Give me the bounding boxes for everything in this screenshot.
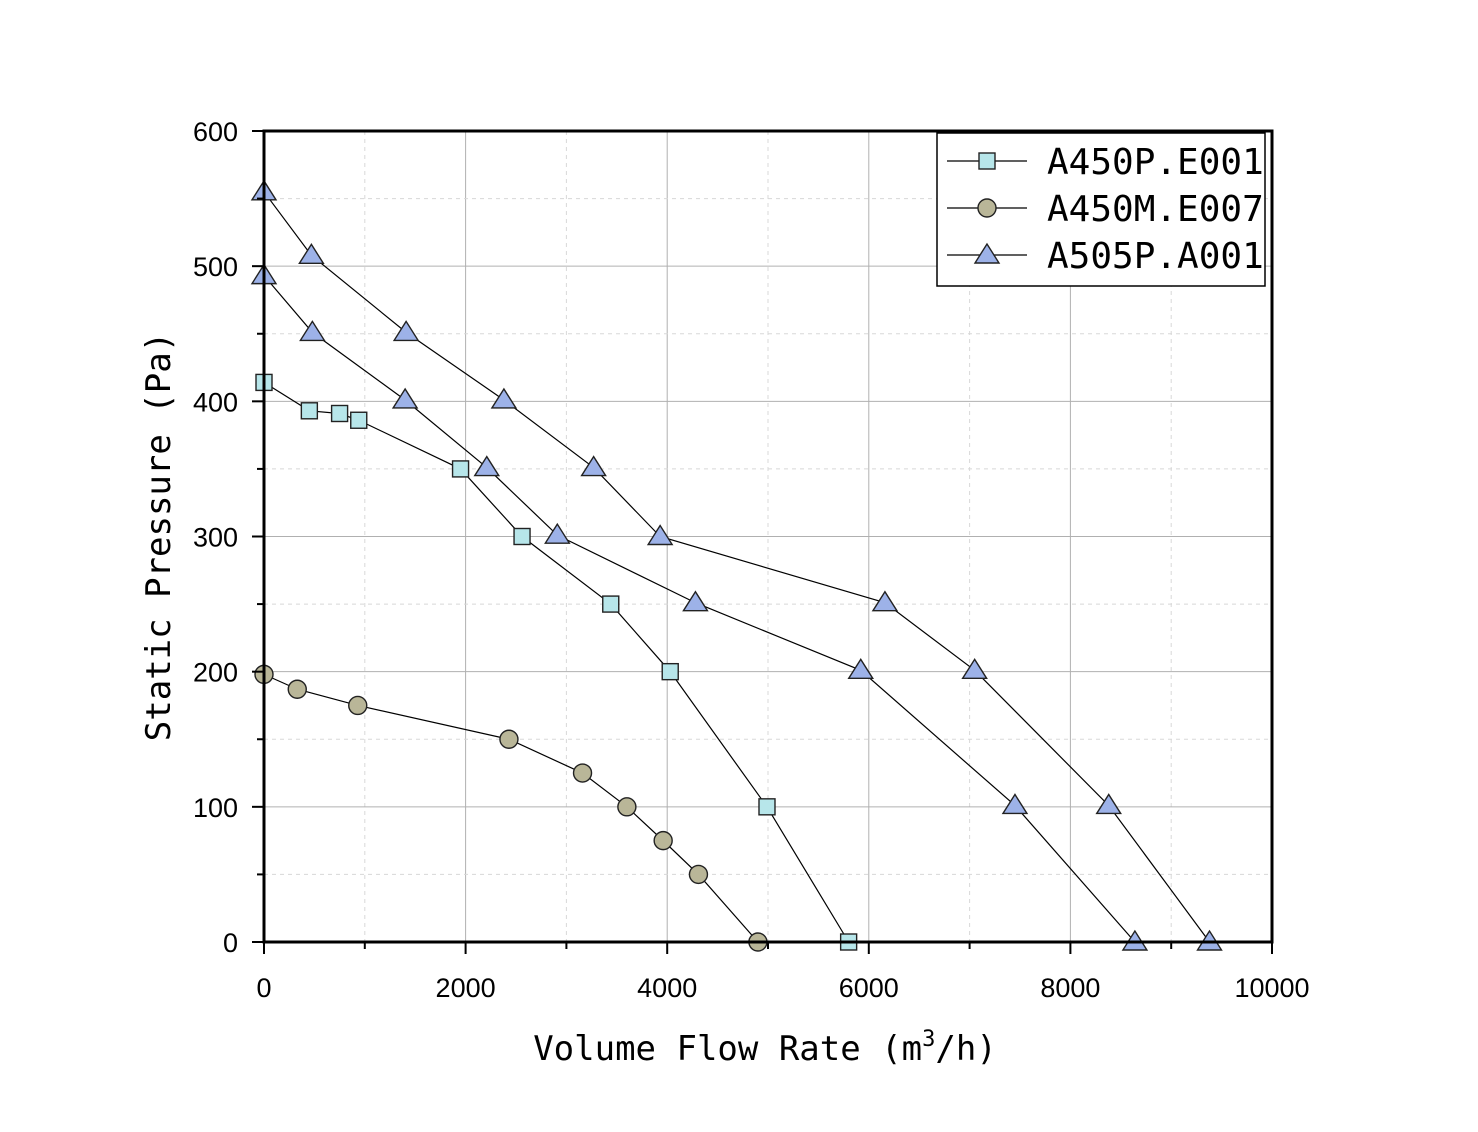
legend-item: A450P.E001 xyxy=(947,142,1264,183)
y-tick-label: 200 xyxy=(193,658,238,688)
x-tick-label: 8000 xyxy=(1040,973,1100,1003)
legend-item: A505P.A001 xyxy=(947,236,1264,277)
legend: A450P.E001 A450M.E007 A505P.A001 xyxy=(936,132,1266,287)
data-point xyxy=(617,797,637,817)
data-point xyxy=(490,387,518,409)
x-axis-title: Volume Flow Rate (m3/h) xyxy=(533,1027,997,1069)
data-point xyxy=(298,243,325,265)
x-axis-title-main: Volume Flow Rate (m xyxy=(533,1029,922,1069)
data-point xyxy=(473,455,501,477)
data-point xyxy=(544,522,571,544)
legend-label: A450P.E001 xyxy=(1047,142,1264,183)
series-line xyxy=(263,191,1210,943)
data-point xyxy=(287,679,307,699)
y-tick-label: 100 xyxy=(193,793,238,823)
data-point xyxy=(661,662,679,681)
data-point xyxy=(330,404,349,423)
data-point xyxy=(1095,793,1122,815)
data-point xyxy=(653,830,673,851)
data-point xyxy=(572,763,593,783)
series-line xyxy=(263,673,759,943)
x-tick-label: 0 xyxy=(256,973,271,1003)
data-point xyxy=(299,320,326,342)
y-tick-label: 500 xyxy=(193,252,238,282)
data-point xyxy=(513,527,531,546)
legend-label: A450M.E007 xyxy=(1047,189,1264,230)
data-point xyxy=(682,590,709,612)
y-tick-label: 600 xyxy=(193,117,238,147)
x-tick-label: 10000 xyxy=(1234,973,1309,1003)
y-tick-label: 0 xyxy=(223,928,238,958)
x-axis-title-superscript: 3 xyxy=(922,1027,935,1052)
legend-marker xyxy=(977,198,997,218)
data-point xyxy=(451,460,470,478)
data-point xyxy=(499,729,519,749)
y-axis-title: Static Pressure (Pa) xyxy=(139,332,179,741)
series-3 xyxy=(250,179,1223,951)
data-point xyxy=(961,658,988,680)
data-point xyxy=(300,402,319,420)
series-layer xyxy=(250,179,1223,952)
x-tick-label: 2000 xyxy=(436,973,496,1003)
data-point xyxy=(1001,793,1029,815)
data-point xyxy=(871,590,899,612)
data-point xyxy=(391,387,419,409)
legend-marker xyxy=(978,152,996,170)
data-point xyxy=(392,320,420,342)
data-point xyxy=(348,695,368,716)
series-line xyxy=(263,381,850,943)
y-tick-label: 400 xyxy=(193,387,238,417)
x-tick-label: 4000 xyxy=(637,973,697,1003)
x-axis-title-tail: /h) xyxy=(935,1029,996,1069)
axes-layer: 0 2000 4000 6000 8000 10000 0 100 200 300 400 500 60… xyxy=(193,117,1310,1003)
x-tick-label: 6000 xyxy=(839,973,899,1003)
data-point xyxy=(758,798,776,816)
y-tick-label: 300 xyxy=(193,523,238,553)
series-2 xyxy=(254,664,768,952)
series-1 xyxy=(255,373,858,951)
data-point xyxy=(646,524,674,546)
series-4 xyxy=(250,263,1149,951)
data-point xyxy=(847,658,875,680)
legend-marker xyxy=(973,242,1001,264)
data-point xyxy=(688,864,709,885)
legend-label: A505P.A001 xyxy=(1047,236,1264,277)
data-point xyxy=(580,455,607,477)
data-point xyxy=(602,595,620,613)
data-point xyxy=(350,411,368,429)
legend-item: A450M.E007 xyxy=(947,189,1264,230)
